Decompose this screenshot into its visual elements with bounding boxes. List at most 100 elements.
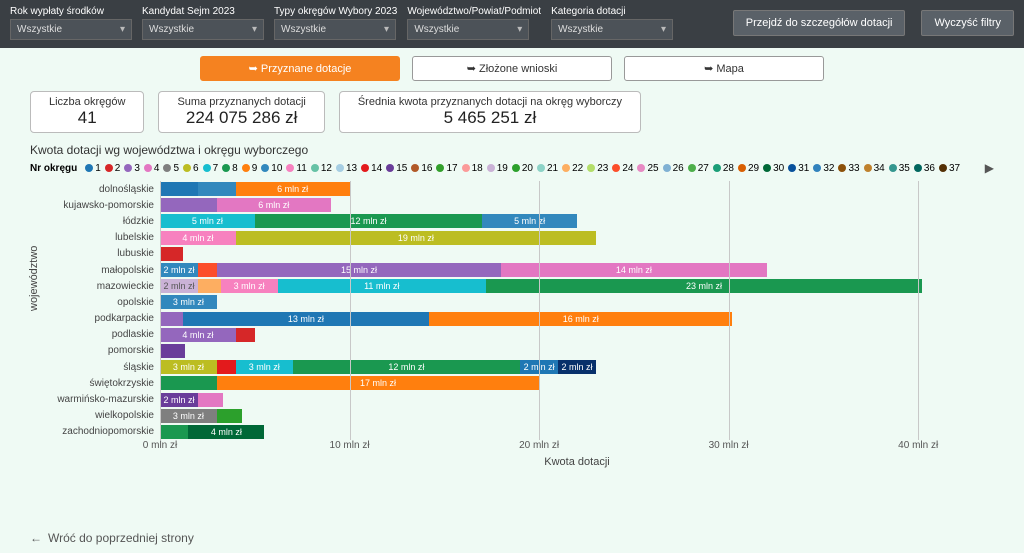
legend-item[interactable]: 1: [85, 163, 101, 174]
bar-segment[interactable]: [198, 393, 223, 407]
legend-number: 35: [899, 163, 910, 174]
legend-item[interactable]: 9: [242, 163, 258, 174]
legend-item[interactable]: 22: [562, 163, 583, 174]
bar-segment[interactable]: [198, 279, 221, 293]
bar-segment[interactable]: 16 mln zł: [429, 312, 732, 326]
bar-segment[interactable]: 11 mln zł: [278, 279, 487, 293]
legend: Nr okręgu 123456789101112131415161718192…: [0, 161, 1024, 181]
legend-item[interactable]: 35: [889, 163, 910, 174]
bar-segment[interactable]: [160, 344, 185, 358]
bar-segment[interactable]: 4 mln zł: [160, 231, 236, 245]
x-tick: 40 mln zł: [898, 440, 938, 451]
legend-item[interactable]: 25: [637, 163, 658, 174]
bar-segment[interactable]: [160, 247, 183, 261]
legend-item[interactable]: 21: [537, 163, 558, 174]
legend-item[interactable]: 30: [763, 163, 784, 174]
bar-segment[interactable]: [217, 409, 242, 423]
bar-segment[interactable]: [160, 312, 183, 326]
chart-row: małopolskie2 mln zł15 mln zł14 mln zł: [48, 262, 994, 278]
bar-segment[interactable]: 23 mln zł: [486, 279, 922, 293]
filter-select[interactable]: Wszystkie: [10, 19, 132, 40]
legend-item[interactable]: 8: [222, 163, 238, 174]
bar-segment[interactable]: [236, 328, 255, 342]
details-button[interactable]: Przejdź do szczegółów dotacji: [733, 10, 906, 36]
bar-segment[interactable]: 12 mln zł: [255, 214, 482, 228]
bar-segment[interactable]: [217, 360, 236, 374]
bar-segment[interactable]: 6 mln zł: [236, 182, 350, 196]
bar-segment[interactable]: 3 mln zł: [160, 409, 217, 423]
legend-item[interactable]: 33: [838, 163, 859, 174]
bar-segment[interactable]: 15 mln zł: [217, 263, 501, 277]
bar-segment[interactable]: 13 mln zł: [183, 312, 429, 326]
legend-item[interactable]: 12: [311, 163, 332, 174]
legend-item[interactable]: 23: [587, 163, 608, 174]
legend-item[interactable]: 36: [914, 163, 935, 174]
filter-select[interactable]: Wszystkie: [142, 19, 264, 40]
filter-group: Kategoria dotacjiWszystkie: [551, 6, 673, 40]
legend-item[interactable]: 3: [124, 163, 140, 174]
legend-item[interactable]: 20: [512, 163, 533, 174]
bar-segment[interactable]: [160, 198, 217, 212]
legend-item[interactable]: 26: [663, 163, 684, 174]
legend-item[interactable]: 18: [462, 163, 483, 174]
legend-item[interactable]: 37: [939, 163, 960, 174]
filter-select[interactable]: Wszystkie: [551, 19, 673, 40]
bar-segment[interactable]: 12 mln zł: [293, 360, 520, 374]
legend-item[interactable]: 34: [864, 163, 885, 174]
legend-item[interactable]: 19: [487, 163, 508, 174]
filter-select[interactable]: Wszystkie: [274, 19, 396, 40]
clear-filters-button[interactable]: Wyczyść filtry: [921, 10, 1014, 36]
tab-submitted[interactable]: ➥ Złożone wnioski: [412, 56, 612, 81]
bar-segment[interactable]: 2 mln zł: [160, 279, 198, 293]
tab-granted[interactable]: ➥ Przyznane dotacje: [200, 56, 400, 81]
bar-segment[interactable]: 4 mln zł: [160, 328, 236, 342]
legend-item[interactable]: 6: [183, 163, 199, 174]
bar-segment[interactable]: 2 mln zł: [160, 393, 198, 407]
row-label: świętokrzyskie: [48, 378, 160, 389]
legend-item[interactable]: 29: [738, 163, 759, 174]
bar-segment[interactable]: [160, 376, 217, 390]
bar-segment[interactable]: 3 mln zł: [236, 360, 293, 374]
legend-swatch: [838, 164, 846, 172]
legend-item[interactable]: 11: [286, 163, 306, 174]
bar-segment[interactable]: 3 mln zł: [221, 279, 278, 293]
legend-item[interactable]: 10: [261, 163, 282, 174]
bar-segment[interactable]: 2 mln zł: [160, 263, 198, 277]
bar-segment[interactable]: 17 mln zł: [217, 376, 539, 390]
bar-segment[interactable]: 2 mln zł: [558, 360, 596, 374]
filter-select[interactable]: Wszystkie: [407, 19, 529, 40]
bar-segment[interactable]: [160, 182, 198, 196]
legend-item[interactable]: 15: [386, 163, 407, 174]
back-link[interactable]: ← Wróć do poprzedniej strony: [30, 531, 194, 545]
tab-map[interactable]: ➥ Mapa: [624, 56, 824, 81]
legend-item[interactable]: 7: [203, 163, 219, 174]
bar-segment[interactable]: 6 mln zł: [217, 198, 331, 212]
bar-segment[interactable]: [198, 182, 236, 196]
legend-item[interactable]: 5: [163, 163, 179, 174]
legend-item[interactable]: 31: [788, 163, 809, 174]
bar-segment[interactable]: 19 mln zł: [236, 231, 596, 245]
bar-segment[interactable]: 4 mln zł: [188, 425, 264, 439]
legend-item[interactable]: 27: [688, 163, 709, 174]
legend-scroll-right-icon[interactable]: ▶: [985, 161, 994, 175]
legend-item[interactable]: 32: [813, 163, 834, 174]
legend-item[interactable]: 24: [612, 163, 633, 174]
legend-item[interactable]: 14: [361, 163, 382, 174]
legend-number: 19: [497, 163, 508, 174]
bar-segment[interactable]: 3 mln zł: [160, 360, 217, 374]
chart-row: lubelskie4 mln zł19 mln zł: [48, 230, 994, 246]
bar-segment[interactable]: 3 mln zł: [160, 295, 217, 309]
legend-item[interactable]: 17: [436, 163, 457, 174]
legend-item[interactable]: 2: [105, 163, 121, 174]
legend-item[interactable]: 4: [144, 163, 160, 174]
bar-segment[interactable]: 14 mln zł: [501, 263, 766, 277]
bar-segment[interactable]: [160, 425, 188, 439]
bar-segment[interactable]: 5 mln zł: [160, 214, 255, 228]
legend-item[interactable]: 13: [336, 163, 357, 174]
legend-item[interactable]: 16: [411, 163, 432, 174]
legend-number: 5: [173, 163, 179, 174]
legend-swatch: [587, 164, 595, 172]
bar-segment[interactable]: [198, 263, 217, 277]
bar-segment[interactable]: 5 mln zł: [482, 214, 577, 228]
legend-item[interactable]: 28: [713, 163, 734, 174]
